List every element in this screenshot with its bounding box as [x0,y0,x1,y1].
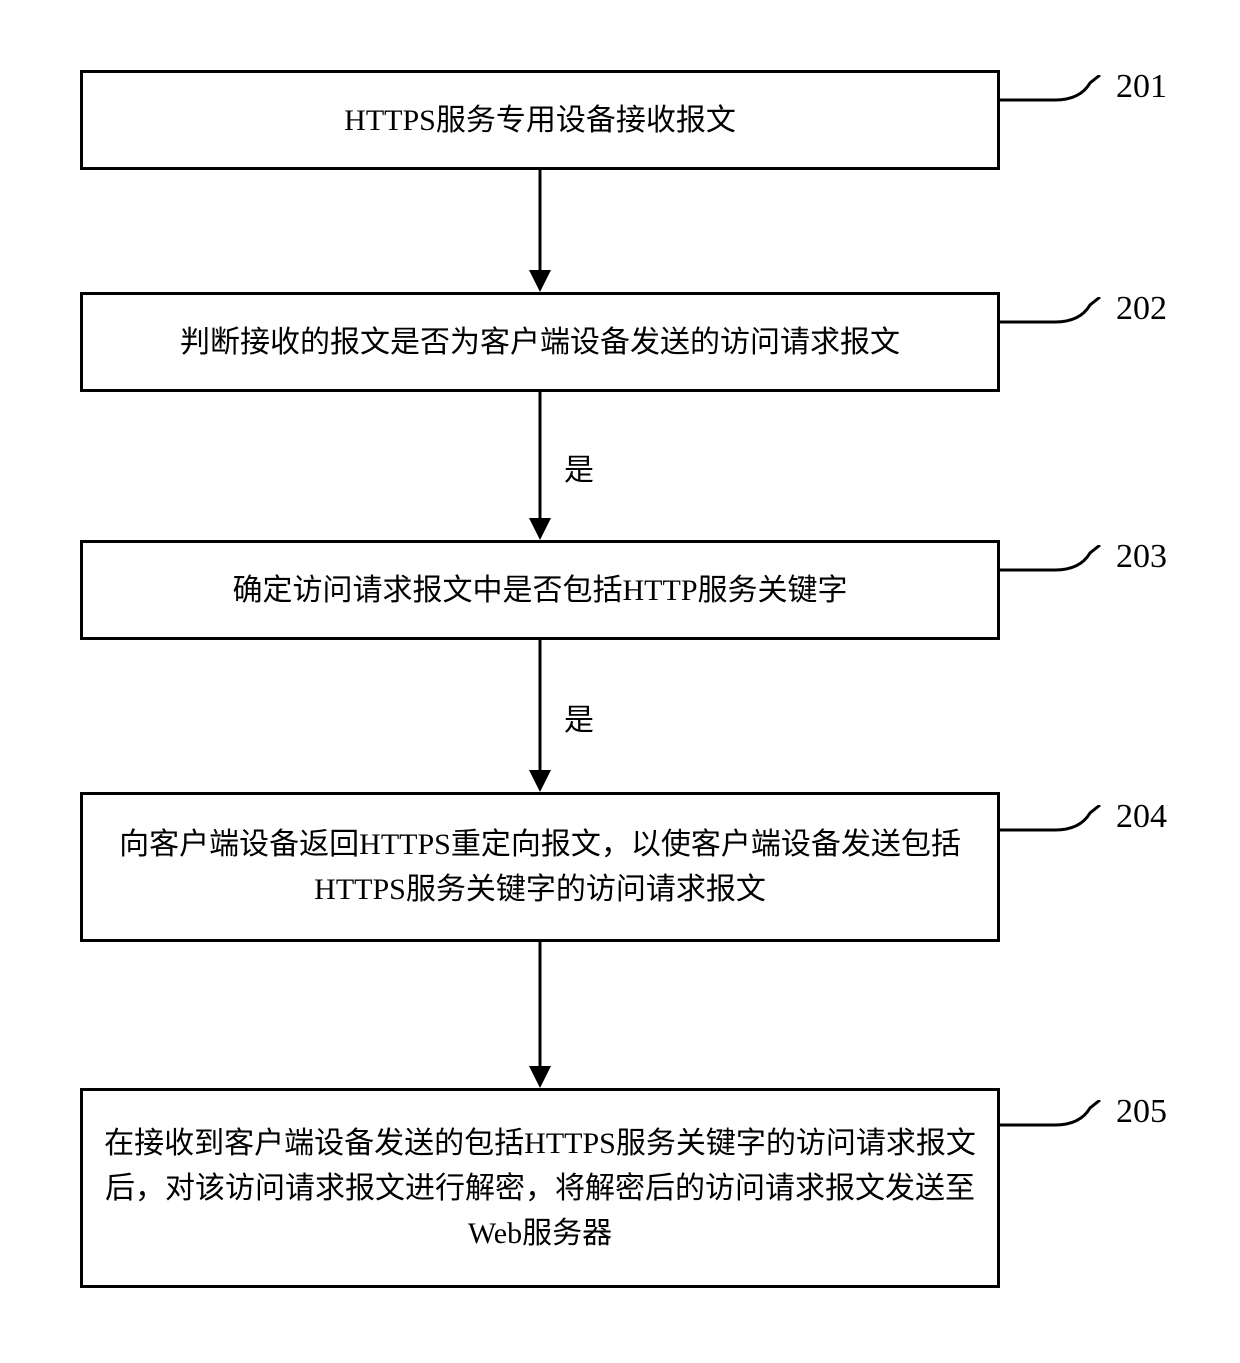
node-text: 判断接收的报文是否为客户端设备发送的访问请求报文 [180,320,900,365]
step-label-1: 201 [1116,68,1167,106]
flow-node-2: 判断接收的报文是否为客户端设备发送的访问请求报文 [80,292,1000,392]
label-connector-3 [1000,545,1115,595]
label-connector-1 [1000,75,1115,125]
arrow-head-icon [529,270,551,292]
flow-node-3: 确定访问请求报文中是否包括HTTP服务关键字 [80,540,1000,640]
step-label-3: 203 [1116,538,1167,576]
node-text: 向客户端设备返回HTTPS重定向报文，以使客户端设备发送包括HTTPS服务关键字… [103,822,977,912]
label-connector-5 [1000,1100,1115,1150]
flow-node-5: 在接收到客户端设备发送的包括HTTPS服务关键字的访问请求报文后，对该访问请求报… [80,1088,1000,1288]
arrow-head-icon [529,518,551,540]
edge-label-yes: 是 [560,445,598,489]
label-connector-4 [1000,805,1115,855]
arrow-head-icon [529,770,551,792]
step-label-4: 204 [1116,798,1167,836]
flow-node-1: HTTPS服务专用设备接收报文 [80,70,1000,170]
arrow-head-icon [529,1066,551,1088]
node-text: 在接收到客户端设备发送的包括HTTPS服务关键字的访问请求报文后，对该访问请求报… [103,1121,977,1256]
label-connector-2 [1000,297,1115,347]
edge-label-yes: 是 [560,695,598,739]
flow-arrow [539,170,542,270]
flow-node-4: 向客户端设备返回HTTPS重定向报文，以使客户端设备发送包括HTTPS服务关键字… [80,792,1000,942]
flow-arrow [539,640,542,770]
step-label-2: 202 [1116,290,1167,328]
flow-arrow [539,392,542,518]
node-text: 确定访问请求报文中是否包括HTTP服务关键字 [233,568,848,613]
node-text: HTTPS服务专用设备接收报文 [344,98,736,143]
step-label-5: 205 [1116,1093,1167,1131]
flow-arrow [539,942,542,1066]
